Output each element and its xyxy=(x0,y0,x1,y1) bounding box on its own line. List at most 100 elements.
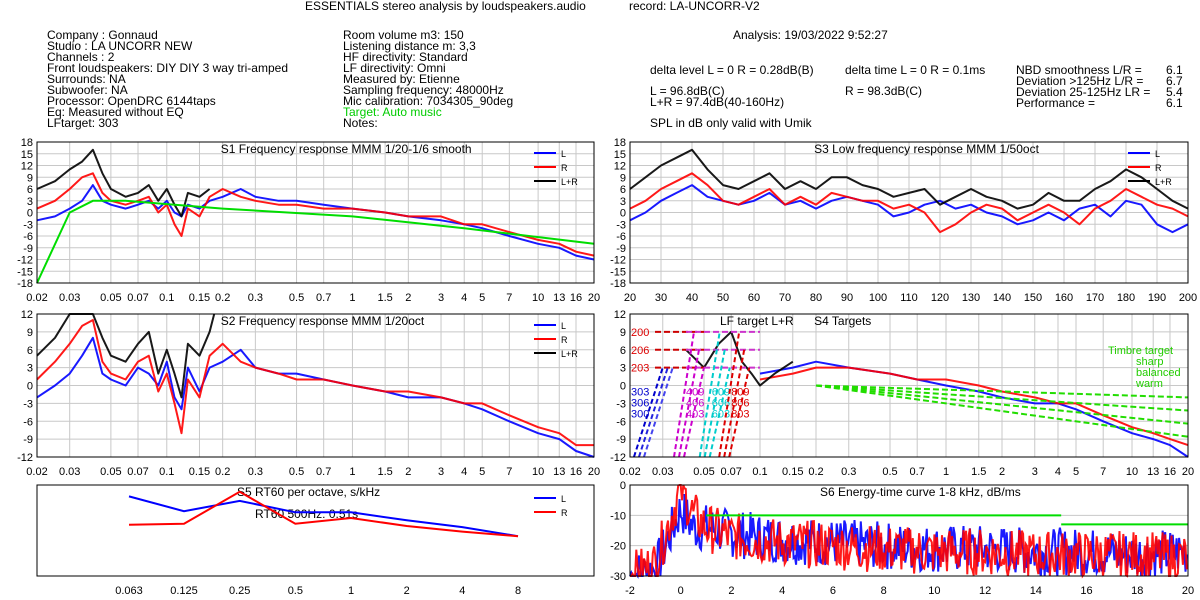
y-tick-label: 9 xyxy=(620,172,626,184)
timbre-target-line xyxy=(815,384,1189,412)
x-tick-label: 10 xyxy=(532,292,544,304)
spl-note: SPL in dB only valid with Umik xyxy=(650,116,812,130)
target-group-label: 806 xyxy=(731,398,749,410)
x-tick-label: 180 xyxy=(1117,292,1135,304)
target-level-label: 203 xyxy=(631,363,649,375)
frame-S2 xyxy=(36,313,595,458)
timbre-label: warm xyxy=(1135,378,1163,390)
y-tick-label: -12 xyxy=(610,452,626,464)
x-tick-label: 70 xyxy=(779,292,791,304)
x-tick-label: 90 xyxy=(841,292,853,304)
x-tick-label: 10 xyxy=(532,466,544,478)
x-tick-label: 30 xyxy=(655,292,667,304)
chart-subtitle: LF target L+R xyxy=(720,314,794,328)
target-group-label: 803 xyxy=(731,409,749,421)
x-tick-label: 6 xyxy=(830,585,836,597)
x-tick-label: 3 xyxy=(1032,466,1038,478)
x-tick-label: 18 xyxy=(1131,585,1143,597)
x-tick-label: 20 xyxy=(624,292,636,304)
x-tick-label: 20 xyxy=(588,292,600,304)
x-tick-label: 0.063 xyxy=(115,585,143,597)
timbre-label: Timbre target xyxy=(1108,345,1173,357)
x-tick-label: 2 xyxy=(405,466,411,478)
panel-S4: 0.02 0.03 0.05 0.07 0.1 0.15 0.2 0.3 0.5 0.7 1 1.5 2… xyxy=(610,309,1194,478)
info-surrounds: Surrounds: NA xyxy=(47,72,126,86)
panel-S3: 20 30 40 50 60 70 80 90 100 110 120 130 140 150 160 170… xyxy=(610,137,1197,304)
y-tick-label: -12 xyxy=(610,255,626,267)
y-tick-label: 0 xyxy=(27,381,33,393)
x-tick-label: 10 xyxy=(928,585,940,597)
legend-label: L xyxy=(561,149,566,159)
target-base-label: 303 xyxy=(631,387,649,399)
x-tick-label: 7 xyxy=(506,466,512,478)
x-tick-label: 1 xyxy=(348,585,354,597)
y-tick-label: -9 xyxy=(616,243,626,255)
y-tick-label: -10 xyxy=(610,510,626,522)
x-tick-label: 0.7 xyxy=(316,292,331,304)
x-tick-label: 0.05 xyxy=(100,292,121,304)
series-R-line xyxy=(629,172,1189,234)
target-slope-line xyxy=(678,349,700,458)
frame-S5 xyxy=(36,484,595,577)
target-group-label: 603 xyxy=(712,409,730,421)
x-tick-label: 0.02 xyxy=(26,466,47,478)
x-tick-label: 16 xyxy=(570,292,582,304)
x-tick-label: 0.1 xyxy=(159,292,174,304)
info-company: Company : Gonnaud xyxy=(47,28,158,42)
x-tick-label: 2 xyxy=(728,585,734,597)
target-slope-line xyxy=(673,331,695,458)
chart-title: S5 RT60 per octave, s/kHz xyxy=(237,485,380,499)
x-tick-label: 1.5 xyxy=(971,466,986,478)
timbre-target-line xyxy=(815,384,1189,425)
target-slope-line xyxy=(728,367,751,458)
x-tick-label: 13 xyxy=(1147,466,1159,478)
x-tick-label: 0.05 xyxy=(100,466,121,478)
legend-label: L xyxy=(561,494,566,504)
target-group-label: 403 xyxy=(686,409,704,421)
y-tick-label: -18 xyxy=(17,278,33,290)
x-tick-label: 160 xyxy=(1055,292,1073,304)
x-tick-label: 120 xyxy=(931,292,949,304)
x-tick-label: 80 xyxy=(810,292,822,304)
y-tick-label: -6 xyxy=(616,231,626,243)
target-slope-line xyxy=(723,349,746,458)
target-group-label: 606 xyxy=(712,398,730,410)
chart-title: S1 Frequency response MMM 1/20-1/6 smoot… xyxy=(221,142,472,156)
metric-label: NBD smoothness L/R = xyxy=(1016,63,1142,77)
spl-left: L = 96.8dB(C) xyxy=(650,84,725,98)
y-tick-label: -3 xyxy=(616,398,626,410)
x-tick-label: 0.15 xyxy=(782,466,803,478)
series-R-line xyxy=(36,172,595,257)
x-tick-label: 0.05 xyxy=(693,466,714,478)
x-tick-label: 0.5 xyxy=(289,466,304,478)
x-tick-label: 50 xyxy=(717,292,729,304)
x-tick-label: 0.5 xyxy=(289,292,304,304)
x-tick-label: 0.5 xyxy=(882,466,897,478)
x-tick-label: 5 xyxy=(479,292,485,304)
series-target-line xyxy=(36,199,595,284)
info-mic: Mic calibration: 7034305_90deg xyxy=(343,94,514,108)
y-tick-label: 18 xyxy=(614,137,626,149)
chart-title: S6 Energy-time curve 1-8 kHz, dB/ms xyxy=(820,485,1021,499)
legend-label: L+R xyxy=(1155,177,1172,187)
x-tick-label: 0.2 xyxy=(215,466,230,478)
x-tick-label: 0.125 xyxy=(170,585,198,597)
y-tick-label: -30 xyxy=(610,571,626,583)
rt60-annotation: RT60 500Hz: 0.51s xyxy=(255,507,358,521)
x-tick-label: 4 xyxy=(461,292,467,304)
y-tick-label: 9 xyxy=(27,327,33,339)
info-processor: Processor: OpenDRC 6144taps xyxy=(47,94,216,108)
x-tick-label: 2 xyxy=(405,292,411,304)
info-room-volume: Room volume m3: 150 xyxy=(343,28,464,42)
x-tick-label: 1 xyxy=(349,292,355,304)
x-tick-label: 0.03 xyxy=(59,292,80,304)
x-tick-label: 130 xyxy=(962,292,980,304)
x-tick-label: 8 xyxy=(881,585,887,597)
report-title: ESSENTIALS stereo analysis by loudspeake… xyxy=(305,0,586,13)
info-notes: Notes: xyxy=(343,116,378,130)
info-studio: Studio : LA UNCORR NEW xyxy=(47,39,193,53)
target-base-label: 306 xyxy=(631,398,649,410)
series-R-line xyxy=(128,490,519,538)
y-tick-label: 9 xyxy=(620,327,626,339)
y-tick-label: 0 xyxy=(620,208,626,220)
